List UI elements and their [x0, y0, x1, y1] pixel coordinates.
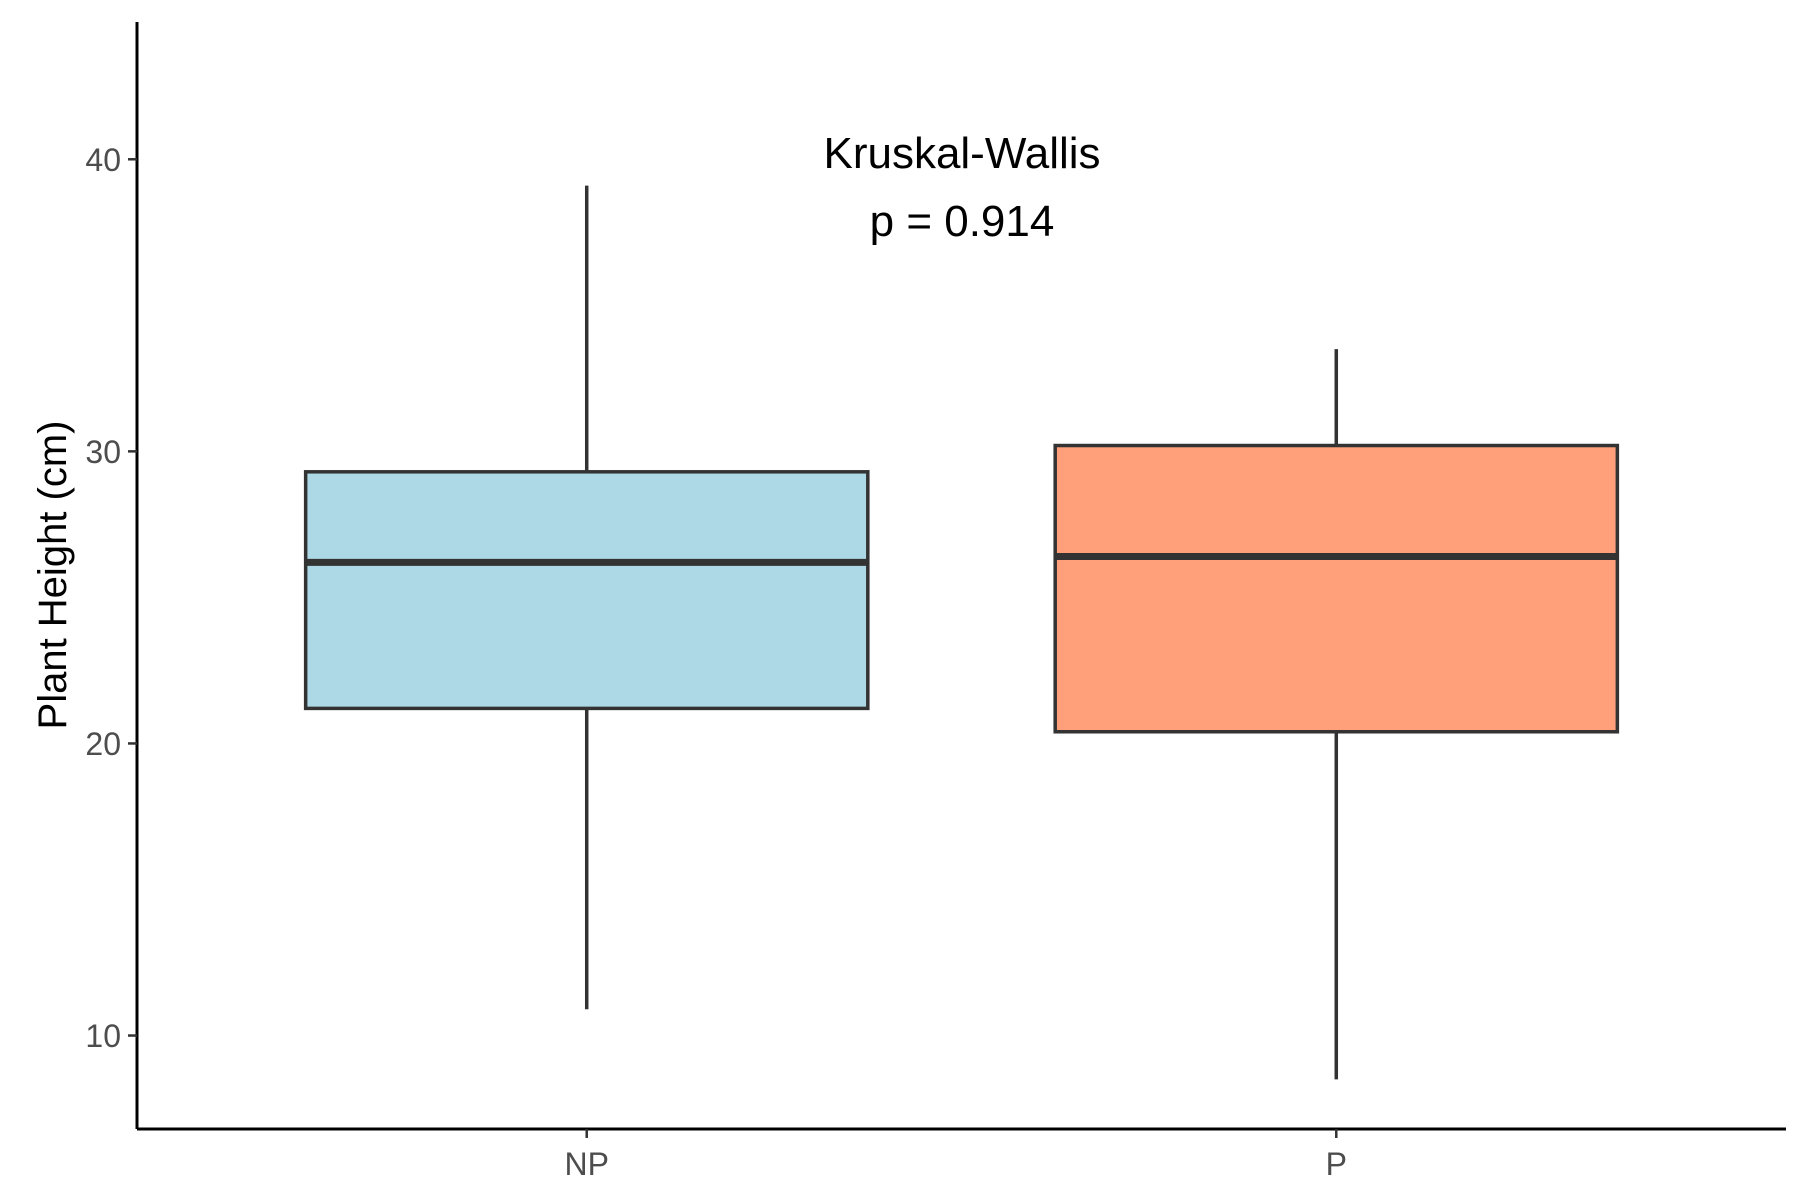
x-tick-label-p: P: [1326, 1146, 1347, 1182]
annotation-p-value: p = 0.914: [870, 197, 1055, 246]
box-p: [1053, 443, 1620, 734]
plot-area: [303, 185, 1620, 1080]
box-np: [303, 470, 870, 711]
y-tick-label: 10: [85, 1018, 121, 1054]
y-tick-label: 20: [85, 726, 121, 762]
y-tick-label: 40: [85, 142, 121, 178]
x-axis-ticks: NP P: [565, 1129, 1347, 1182]
annotation-test-name: Kruskal-Wallis: [823, 129, 1100, 178]
y-axis-title: Plant Height (cm): [31, 421, 75, 730]
x-tick-label-np: NP: [565, 1146, 609, 1182]
y-tick-label: 30: [85, 434, 121, 470]
y-axis-ticks: 10 20 30 40: [85, 142, 137, 1054]
